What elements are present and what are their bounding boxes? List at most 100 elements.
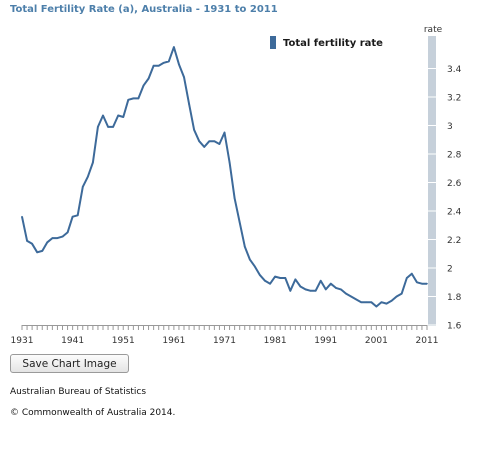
x-tick-label: 1931 bbox=[11, 336, 34, 346]
data-point bbox=[370, 301, 373, 304]
x-tick-label: 1991 bbox=[314, 336, 337, 346]
data-point bbox=[157, 64, 160, 67]
data-point bbox=[31, 242, 33, 245]
data-point bbox=[117, 114, 119, 117]
data-point bbox=[264, 280, 266, 282]
data-point bbox=[319, 280, 322, 282]
y-tick-label: 2.4 bbox=[447, 208, 462, 218]
y-tick-label: 1.8 bbox=[447, 293, 462, 303]
data-point bbox=[411, 272, 413, 275]
data-point bbox=[340, 288, 342, 291]
data-point bbox=[112, 126, 114, 128]
data-point bbox=[380, 301, 383, 304]
copyright-text: © Commonwealth of Australia 2014. bbox=[10, 408, 176, 418]
data-point bbox=[173, 46, 175, 48]
data-point bbox=[178, 63, 180, 66]
data-point bbox=[238, 221, 241, 224]
legend: Total fertility rate bbox=[270, 36, 383, 49]
data-point bbox=[314, 290, 317, 292]
data-point bbox=[218, 143, 221, 145]
data-point bbox=[350, 295, 352, 298]
chart-title: Total Fertility Rate (a), Australia - 19… bbox=[10, 4, 278, 15]
data-point bbox=[390, 299, 393, 302]
save-chart-image-button[interactable]: Save Chart Image bbox=[10, 354, 129, 373]
data-point bbox=[21, 215, 23, 218]
data-point bbox=[41, 250, 44, 252]
y-tick-label: 3.2 bbox=[447, 94, 461, 104]
data-point bbox=[243, 245, 246, 248]
x-tick-label: 1981 bbox=[264, 336, 287, 346]
y-tick-label: 2 bbox=[447, 265, 453, 275]
legend-swatch bbox=[270, 36, 276, 49]
data-point bbox=[152, 64, 155, 67]
data-point bbox=[284, 277, 287, 279]
y-axis-tick-labels: 1.6 1.8 2 2.2 2.4 2.6 2.8 3 3.2 3.4 bbox=[447, 65, 462, 332]
x-tick-label: 1961 bbox=[162, 336, 185, 346]
data-point bbox=[147, 77, 150, 80]
series-layer bbox=[21, 46, 428, 308]
data-point bbox=[188, 103, 190, 105]
data-point bbox=[355, 298, 357, 301]
data-point bbox=[375, 305, 378, 308]
y-tick-label: 2.2 bbox=[447, 236, 461, 246]
data-point bbox=[400, 292, 403, 295]
data-point bbox=[97, 126, 99, 128]
x-tick-label: 1951 bbox=[112, 336, 135, 346]
data-point bbox=[137, 97, 140, 100]
data-point bbox=[76, 214, 79, 217]
x-axis-tick-labels: 1931 1941 1951 1961 1971 1981 1991 2001 2011 bbox=[11, 336, 439, 346]
y-tick-label: 1.6 bbox=[447, 322, 462, 332]
data-point bbox=[309, 290, 312, 292]
y-tick-label: 3 bbox=[447, 122, 453, 132]
data-point bbox=[279, 277, 281, 279]
legend-label: Total fertility rate bbox=[283, 38, 383, 49]
data-point bbox=[345, 292, 347, 295]
data-point bbox=[330, 282, 332, 285]
data-point bbox=[127, 99, 130, 101]
data-point bbox=[81, 185, 84, 188]
data-point bbox=[299, 285, 302, 288]
data-point bbox=[294, 278, 297, 281]
data-point bbox=[193, 128, 195, 131]
data-point bbox=[365, 301, 368, 304]
data-point bbox=[335, 287, 337, 289]
data-point bbox=[259, 274, 261, 276]
data-point bbox=[213, 140, 216, 142]
y-tick-label: 2.8 bbox=[447, 151, 462, 161]
data-point bbox=[102, 114, 104, 117]
x-tick-label: 1941 bbox=[61, 336, 84, 346]
data-point bbox=[208, 140, 211, 142]
data-point bbox=[395, 295, 398, 298]
line-chart: 1931 1941 1951 1961 1971 1981 1991 2001 2011 1.6… bbox=[11, 25, 462, 346]
y-axis-band bbox=[428, 36, 436, 326]
data-point bbox=[26, 240, 28, 242]
data-point bbox=[132, 97, 135, 100]
data-point bbox=[405, 277, 408, 279]
data-point bbox=[92, 161, 94, 164]
y-axis-title: rate bbox=[424, 25, 443, 35]
data-point bbox=[269, 282, 271, 285]
series-line-total-fertility-rate bbox=[21, 46, 427, 308]
data-point bbox=[426, 282, 428, 285]
x-tick-label: 1971 bbox=[213, 336, 236, 346]
data-point bbox=[168, 60, 170, 63]
source-text: Australian Bureau of Statistics bbox=[10, 387, 147, 397]
y-tick-label: 3.4 bbox=[447, 65, 462, 75]
data-point bbox=[203, 146, 206, 148]
y-tick-label: 2.6 bbox=[447, 179, 462, 189]
data-point bbox=[198, 140, 200, 142]
data-point bbox=[61, 235, 64, 238]
data-point bbox=[421, 282, 423, 285]
data-point bbox=[233, 197, 236, 199]
data-point bbox=[416, 281, 418, 284]
data-point bbox=[36, 251, 38, 254]
data-point bbox=[87, 176, 89, 178]
data-point bbox=[46, 241, 49, 244]
data-point bbox=[324, 288, 327, 291]
data-point bbox=[274, 275, 276, 278]
data-point bbox=[142, 84, 145, 87]
data-point bbox=[385, 302, 388, 305]
x-axis-ticks bbox=[21, 325, 428, 330]
x-tick-label: 2001 bbox=[365, 336, 388, 346]
data-point bbox=[71, 215, 74, 218]
